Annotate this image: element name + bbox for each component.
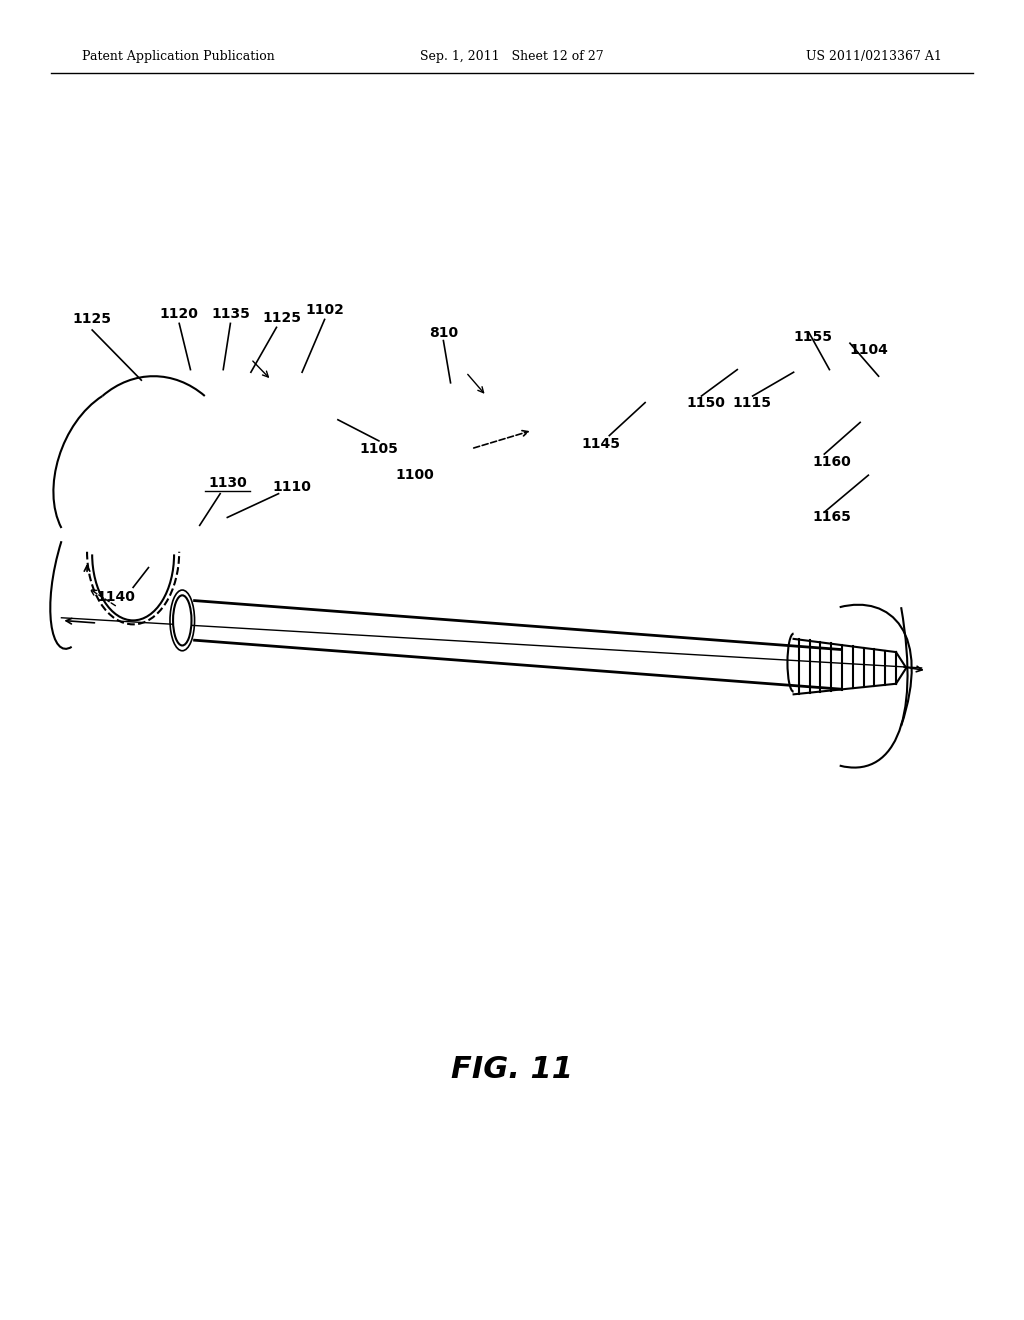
Text: FIG. 11: FIG. 11 <box>451 1055 573 1084</box>
Text: 1155: 1155 <box>794 330 833 343</box>
Text: 1104: 1104 <box>850 343 889 356</box>
Text: 1125: 1125 <box>262 312 301 325</box>
Text: 1165: 1165 <box>812 511 851 524</box>
Text: 1110: 1110 <box>272 480 311 494</box>
Text: 1115: 1115 <box>732 396 771 409</box>
Text: 1145: 1145 <box>582 437 621 450</box>
Text: 1160: 1160 <box>812 455 851 469</box>
Text: 1100: 1100 <box>395 469 434 482</box>
Text: 1102: 1102 <box>305 304 344 317</box>
Text: Sep. 1, 2011   Sheet 12 of 27: Sep. 1, 2011 Sheet 12 of 27 <box>420 50 604 63</box>
Text: Patent Application Publication: Patent Application Publication <box>82 50 274 63</box>
Text: 1140: 1140 <box>96 590 135 603</box>
Text: 1120: 1120 <box>160 308 199 321</box>
Text: 1135: 1135 <box>211 308 250 321</box>
Text: 1150: 1150 <box>686 396 725 409</box>
Text: 810: 810 <box>429 326 458 339</box>
Text: 1105: 1105 <box>359 442 398 455</box>
Ellipse shape <box>173 595 191 645</box>
Text: 1130: 1130 <box>208 477 247 490</box>
Text: US 2011/0213367 A1: US 2011/0213367 A1 <box>806 50 942 63</box>
Text: 1125: 1125 <box>73 313 112 326</box>
